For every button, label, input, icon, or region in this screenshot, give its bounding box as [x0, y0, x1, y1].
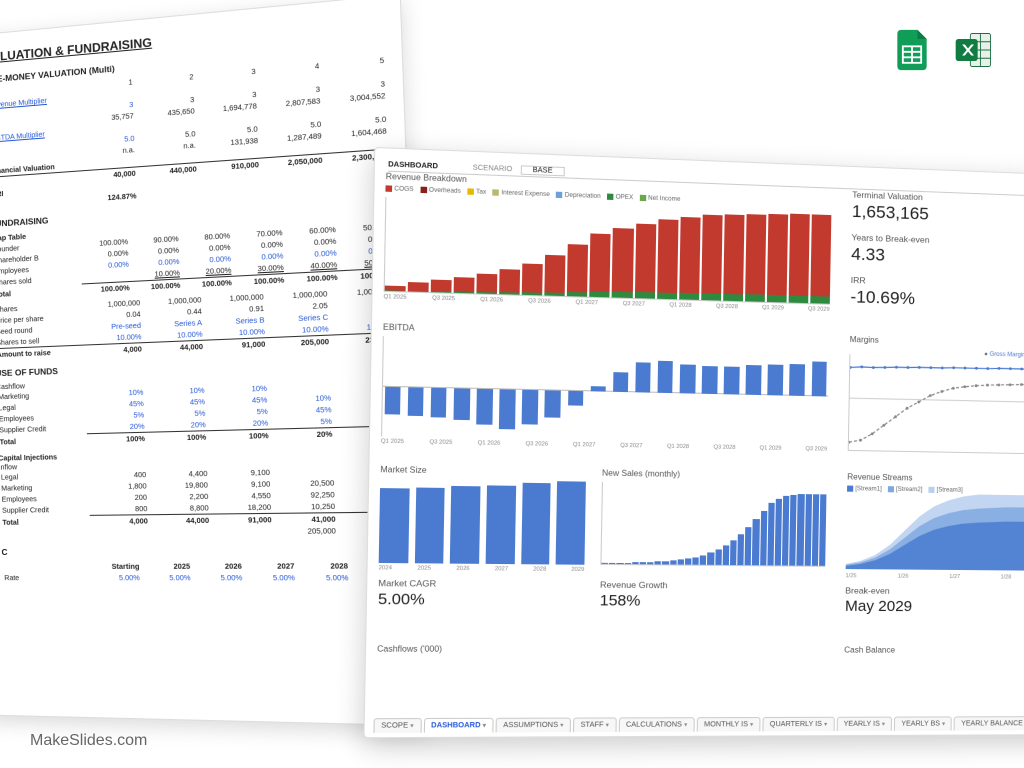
sheet-tab-assumptions[interactable]: ASSUMPTIONS▾ — [496, 718, 571, 733]
app-icons — [890, 28, 996, 72]
sheet-tab-yearly-bs[interactable]: YEARLY BS▾ — [894, 716, 952, 730]
cashbalance-title: Cash Balance — [844, 645, 895, 654]
use-of-funds-table: Marketing10%10%10%Legal45%45%45%10%10%Em… — [0, 378, 400, 447]
growth-label: Revenue Growth — [600, 579, 825, 591]
excel-icon — [952, 28, 996, 72]
cashflows-title: Cashflows ('000) — [377, 644, 442, 654]
scenario-label: SCENARIO — [473, 164, 513, 173]
sheet-tab-dashboard[interactable]: DASHBOARD▾ — [423, 718, 493, 733]
ebitda-chart — [381, 336, 829, 444]
sheet-tab-yearly-is[interactable]: YEARLY IS▾ — [836, 717, 892, 731]
terminal-val-value: 1,653,165 — [852, 202, 1024, 230]
dashboard-header-tab[interactable]: DASHBOARD — [388, 161, 438, 170]
rev-streams-title: Revenue Streams — [847, 472, 1024, 484]
new-sales-chart — [600, 482, 826, 567]
sheet-tab-scope[interactable]: SCOPE▾ — [373, 718, 421, 733]
irr-value: -10.69% — [850, 287, 1024, 314]
market-size-title: Market Size — [380, 465, 586, 478]
sheet-tab-staff[interactable]: STAFF▾ — [573, 717, 617, 732]
break-even-value: May 2029 — [845, 597, 1024, 615]
margins-chart — [848, 354, 1024, 455]
growth-value: 158% — [600, 592, 825, 611]
rate-table: Starting20252026202720282029 Rate5.00%5.… — [2, 560, 406, 584]
break-even-label: Break-even — [845, 585, 1024, 597]
sheet-tab-quarterly-is[interactable]: QUARTERLY IS▾ — [762, 717, 834, 732]
scenario-select[interactable]: BASE — [521, 165, 565, 176]
c-heading: C — [1, 545, 404, 557]
new-sales-title: New Sales (monthly) — [602, 468, 827, 481]
google-sheets-icon — [890, 28, 934, 72]
watermark: MakeSlides.com — [30, 732, 147, 750]
revenue-breakdown-chart — [384, 196, 832, 304]
margins-title: Margins — [850, 335, 1024, 350]
sheet-tab-yearly-balance[interactable]: YEARLY BALANCE▾ — [954, 716, 1024, 730]
sheet-tabs: SCOPE▾DASHBOARD▾ASSUMPTIONS▾STAFF▾CALCUL… — [373, 716, 1024, 733]
injection-table: Legal4004,4009,100Marketing1,80019,8009,… — [0, 464, 404, 539]
sheet-tab-calculations[interactable]: CALCULATIONS▾ — [618, 717, 694, 732]
sheet-tab-monthly-is[interactable]: MONTHLY IS▾ — [697, 717, 761, 732]
market-size-chart — [379, 479, 586, 565]
valuation-spreadsheet: VALUATION & FUNDRAISING PRE-MONEY VALUAT… — [0, 0, 428, 726]
cagr-label: Market CAGR — [378, 578, 584, 590]
years-be-value: 4.33 — [851, 244, 1024, 271]
cagr-value: 5.00% — [378, 590, 584, 609]
dashboard-spreadsheet: DASHBOARD SCENARIO BASE Revenue Breakdow… — [363, 147, 1024, 738]
rev-streams-chart — [846, 492, 1024, 570]
